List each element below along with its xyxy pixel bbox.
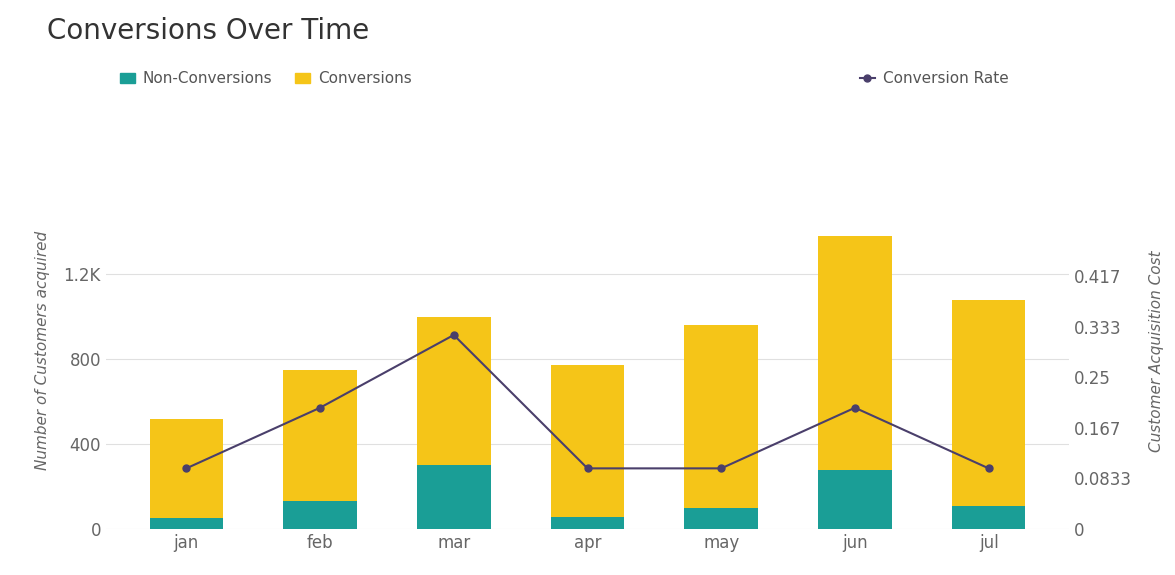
Legend: Non-Conversions, Conversions: Non-Conversions, Conversions bbox=[114, 65, 418, 93]
Y-axis label: Customer Acquisition Cost: Customer Acquisition Cost bbox=[1149, 250, 1163, 451]
Bar bbox=[685, 325, 758, 508]
Bar bbox=[952, 300, 1026, 505]
Bar bbox=[149, 419, 223, 519]
Bar bbox=[551, 365, 624, 518]
Bar bbox=[283, 370, 357, 501]
Bar bbox=[551, 518, 624, 529]
Bar bbox=[818, 470, 892, 529]
Bar bbox=[818, 236, 892, 470]
Bar bbox=[283, 501, 357, 529]
Text: Conversions Over Time: Conversions Over Time bbox=[47, 17, 369, 45]
Bar bbox=[685, 508, 758, 529]
Y-axis label: Number of Customers acquired: Number of Customers acquired bbox=[34, 231, 49, 470]
Legend: Conversion Rate: Conversion Rate bbox=[854, 65, 1014, 93]
Bar bbox=[952, 505, 1026, 529]
Bar bbox=[417, 317, 490, 465]
Bar bbox=[417, 465, 490, 529]
Bar bbox=[149, 519, 223, 529]
